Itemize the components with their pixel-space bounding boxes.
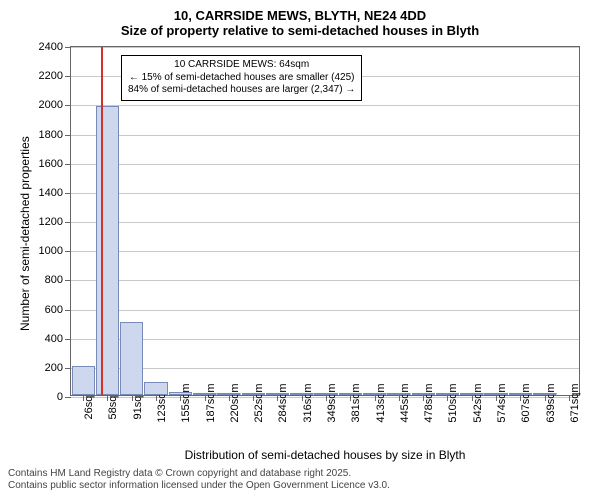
- y-tick: [65, 222, 71, 223]
- y-tick-label: 2400: [39, 41, 63, 53]
- y-tick: [65, 339, 71, 340]
- x-tick-label: 381sqm: [350, 383, 362, 422]
- x-tick-label: 284sqm: [277, 383, 289, 422]
- histogram-bar: [266, 393, 289, 395]
- property-marker-line: [101, 47, 103, 395]
- histogram-bar: [436, 393, 459, 395]
- histogram-bar: [484, 393, 507, 395]
- x-axis-label: Distribution of semi-detached houses by …: [70, 448, 580, 462]
- gridline: [71, 251, 579, 252]
- y-tick-label: 1000: [39, 245, 63, 257]
- gridline: [71, 310, 579, 311]
- x-tick-label: 574sqm: [496, 383, 508, 422]
- histogram-bar: [509, 393, 532, 395]
- histogram-bar: [387, 393, 410, 395]
- histogram-bar: [412, 393, 435, 395]
- y-tick: [65, 397, 71, 398]
- y-tick: [65, 105, 71, 106]
- y-tick-label: 1200: [39, 216, 63, 228]
- y-tick-label: 600: [45, 304, 63, 316]
- gridline: [71, 47, 579, 48]
- y-tick: [65, 193, 71, 194]
- gridline: [71, 135, 579, 136]
- x-tick-label: 478sqm: [423, 383, 435, 422]
- x-tick-label: 542sqm: [472, 383, 484, 422]
- title-sub: Size of property relative to semi-detach…: [0, 23, 600, 38]
- x-tick-label: 607sqm: [520, 383, 532, 422]
- histogram-bar: [314, 393, 337, 395]
- x-tick-label: 316sqm: [302, 383, 314, 422]
- y-tick: [65, 280, 71, 281]
- title-block: 10, CARRSIDE MEWS, BLYTH, NE24 4DD Size …: [0, 0, 600, 38]
- y-tick: [65, 251, 71, 252]
- annotation-line: 84% of semi-detached houses are larger (…: [128, 84, 355, 97]
- gridline: [71, 368, 579, 369]
- y-tick: [65, 164, 71, 165]
- x-tick-label: 671sqm: [569, 383, 581, 422]
- x-tick-label: 510sqm: [447, 383, 459, 422]
- histogram-bar: [72, 366, 95, 395]
- y-tick: [65, 368, 71, 369]
- footer: Contains HM Land Registry data © Crown c…: [0, 468, 600, 492]
- annotation-line: 10 CARRSIDE MEWS: 64sqm: [128, 59, 355, 72]
- histogram-bar: [217, 393, 240, 395]
- y-tick: [65, 135, 71, 136]
- gridline: [71, 280, 579, 281]
- gridline: [71, 105, 579, 106]
- y-tick: [65, 47, 71, 48]
- x-tick-label: 413sqm: [375, 383, 387, 422]
- annotation-box: 10 CARRSIDE MEWS: 64sqm← 15% of semi-det…: [121, 55, 362, 101]
- histogram-bar: [363, 393, 386, 395]
- x-tick-label: 187sqm: [205, 383, 217, 422]
- annotation-line: ← 15% of semi-detached houses are smalle…: [128, 72, 355, 85]
- footer-line1: Contains HM Land Registry data © Crown c…: [8, 468, 592, 480]
- histogram-bar: [193, 393, 216, 395]
- gridline: [71, 164, 579, 165]
- y-tick: [65, 76, 71, 77]
- y-tick-label: 1400: [39, 187, 63, 199]
- footer-line2: Contains public sector information licen…: [8, 480, 592, 492]
- y-tick-label: 1600: [39, 158, 63, 170]
- y-tick-label: 200: [45, 362, 63, 374]
- histogram-bar: [169, 392, 192, 395]
- title-main: 10, CARRSIDE MEWS, BLYTH, NE24 4DD: [0, 8, 600, 23]
- x-tick-label: 349sqm: [326, 383, 338, 422]
- y-axis-label: Number of semi-detached properties: [18, 136, 32, 331]
- histogram-bar: [120, 322, 143, 395]
- x-tick-label: 220sqm: [229, 383, 241, 422]
- y-tick-label: 2200: [39, 70, 63, 82]
- y-tick-label: 0: [57, 391, 63, 403]
- gridline: [71, 222, 579, 223]
- x-tick-label: 445sqm: [399, 383, 411, 422]
- y-tick: [65, 310, 71, 311]
- x-tick-label: 252sqm: [253, 383, 265, 422]
- y-tick-label: 400: [45, 333, 63, 345]
- histogram-bar: [144, 382, 167, 395]
- x-tick-label: 155sqm: [180, 383, 192, 422]
- histogram-bar: [460, 393, 483, 395]
- y-tick-label: 1800: [39, 129, 63, 141]
- histogram-bar: [242, 393, 265, 395]
- y-tick-label: 2000: [39, 99, 63, 111]
- gridline: [71, 339, 579, 340]
- y-tick-label: 800: [45, 274, 63, 286]
- histogram-bar: [96, 106, 119, 395]
- histogram-bar: [290, 393, 313, 395]
- histogram-bar: [533, 393, 556, 395]
- gridline: [71, 193, 579, 194]
- x-tick-label: 639sqm: [545, 383, 557, 422]
- chart-container: 10, CARRSIDE MEWS, BLYTH, NE24 4DD Size …: [0, 0, 600, 500]
- plot-area: 0200400600800100012001400160018002000220…: [70, 46, 580, 396]
- histogram-bar: [339, 393, 362, 395]
